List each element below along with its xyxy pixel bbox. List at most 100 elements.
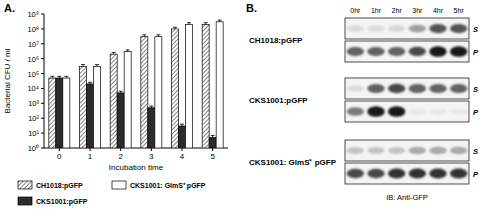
band: [388, 47, 405, 56]
error-cap: [218, 20, 222, 21]
error-cap: [204, 22, 208, 23]
error-cap: [64, 76, 68, 77]
bar: [110, 54, 117, 148]
band: [347, 25, 364, 32]
fraction-label: P: [473, 170, 479, 179]
error-cap: [119, 91, 123, 92]
y-tick-label: 10¹: [28, 129, 39, 138]
fraction-label: S: [473, 147, 478, 156]
legend-label: CH1018:pGFP: [36, 182, 83, 190]
x-tick-label: 5: [210, 152, 215, 161]
y-tick: [41, 118, 44, 119]
error-bar: [126, 50, 130, 52]
x-tick: [90, 148, 91, 151]
bar: [49, 78, 56, 148]
x-tick: [212, 148, 213, 151]
error-cap: [81, 64, 85, 65]
error-bar: [180, 124, 184, 126]
y-tick-label: 10⁹: [27, 10, 39, 19]
y-tick: [41, 88, 44, 89]
bars: [49, 20, 223, 148]
y-tick: [41, 103, 44, 104]
blot-strip: [345, 101, 469, 122]
error-cap: [95, 64, 99, 65]
band: [409, 147, 426, 155]
y-tick-label: 10⁸: [27, 25, 39, 34]
y-tick: [41, 28, 44, 29]
error-bar: [50, 76, 54, 78]
band: [367, 147, 384, 154]
band: [450, 169, 467, 179]
y-tick-label: 10³: [28, 99, 39, 108]
blot-strip: [345, 140, 469, 161]
error-bar: [119, 91, 123, 93]
x-tick: [151, 148, 152, 151]
band: [409, 84, 426, 93]
bar: [56, 78, 63, 148]
error-cap: [211, 135, 215, 136]
x-tick: [182, 148, 183, 151]
legend-swatch: [18, 197, 32, 205]
band: [367, 84, 384, 93]
blot-footer: IB: Anti-GFP: [386, 193, 428, 202]
band: [429, 147, 446, 155]
bar: [94, 66, 101, 148]
blot-strip: [345, 163, 469, 184]
figure: A.B.10⁰10¹10²10³10⁴10⁵10⁶10⁷10⁸10⁹Bacter…: [0, 0, 483, 222]
error-bar: [211, 135, 215, 137]
band: [429, 24, 446, 33]
error-bar: [142, 35, 146, 37]
error-bar: [81, 65, 85, 67]
y-tick-label: 10⁴: [27, 84, 39, 93]
fraction-label: P: [473, 48, 479, 57]
y-tick-label: 10⁰: [28, 144, 39, 153]
error-cap: [88, 82, 92, 83]
bar: [87, 84, 94, 148]
error-bar: [156, 35, 160, 37]
x-tick-label: 3: [149, 152, 154, 161]
legend-entry: CKS1001:pGFP: [18, 197, 88, 206]
blot-strip: [345, 41, 469, 62]
x-axis: [44, 148, 228, 149]
band: [388, 106, 405, 117]
error-bar: [64, 76, 68, 78]
bar: [80, 66, 87, 148]
band: [429, 169, 446, 179]
strain-label: CKS1001: GlmS⁺ pGFP: [249, 158, 337, 167]
error-bar: [204, 23, 208, 25]
lane-label: 2hr: [392, 7, 403, 14]
band: [409, 25, 426, 33]
error-cap: [126, 49, 130, 50]
blot-strip: [345, 78, 469, 99]
y-axis-label: Bacterial CFU / ml: [3, 48, 12, 113]
error-cap: [187, 22, 191, 23]
error-cap: [57, 76, 61, 77]
bar: [148, 108, 155, 148]
x-tick-label: 0: [57, 152, 62, 161]
band: [450, 108, 467, 114]
legend-entry: CH1018:pGFP: [18, 181, 83, 190]
bar: [186, 24, 193, 148]
lane-label: 3hr: [412, 7, 423, 14]
band: [367, 106, 384, 117]
band: [429, 108, 446, 114]
error-cap: [173, 27, 177, 28]
y-tick: [41, 73, 44, 74]
band: [450, 24, 467, 33]
bar: [141, 37, 148, 148]
bar: [202, 24, 209, 148]
y-tick: [41, 43, 44, 44]
error-bar: [173, 27, 177, 29]
x-axis-label: Incubation time: [109, 163, 164, 172]
fraction-label: S: [473, 85, 478, 94]
lane-label: 0hr: [350, 7, 361, 14]
strain-label: CH1018:pGFP: [249, 36, 303, 45]
legend-swatch: [112, 181, 126, 189]
error-bar: [187, 23, 191, 25]
band: [450, 46, 467, 57]
y-tick-label: 10⁶: [28, 55, 39, 64]
error-bar: [149, 106, 153, 108]
y-tick-label: 10⁷: [28, 40, 39, 49]
band: [409, 108, 426, 114]
y-tick-label: 10²: [28, 114, 39, 123]
